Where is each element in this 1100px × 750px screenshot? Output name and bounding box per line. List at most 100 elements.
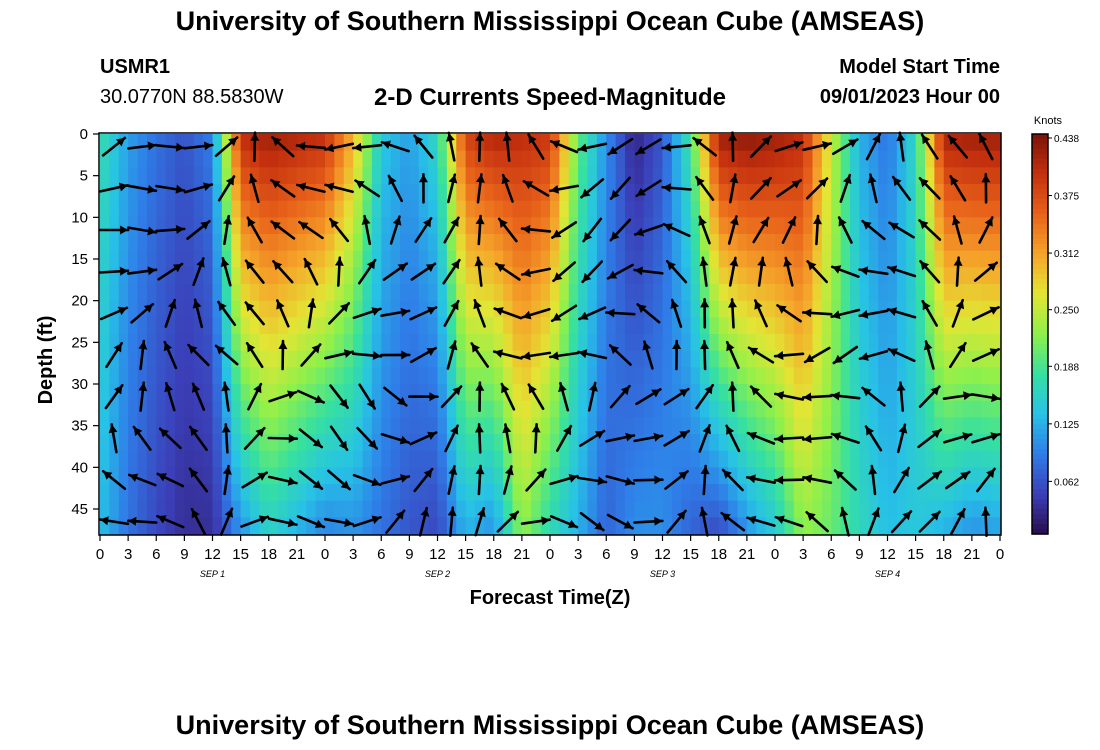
heatmap-cell	[906, 284, 917, 302]
heatmap-cell	[540, 517, 551, 535]
heatmap-cell	[512, 500, 523, 518]
heatmap-cell	[343, 284, 354, 302]
heatmap-cell	[287, 467, 298, 485]
heatmap-cell	[203, 500, 214, 518]
heatmap-cell	[203, 434, 214, 452]
current-arrow	[886, 307, 917, 319]
heatmap-cell	[465, 400, 476, 418]
heatmap-cell	[803, 267, 814, 285]
heatmap-cell	[334, 417, 345, 435]
heatmap-cell	[296, 500, 307, 518]
current-arrow	[446, 131, 456, 162]
heatmap-cell	[606, 217, 617, 235]
heatmap-cell	[212, 284, 223, 302]
heatmap-cell	[540, 384, 551, 402]
heatmap-cell	[259, 250, 270, 268]
heatmap-cell	[493, 167, 504, 185]
heatmap-cell	[165, 450, 176, 468]
heatmap-cell	[193, 284, 204, 302]
heatmap-cell	[325, 484, 335, 502]
heatmap-cell	[737, 250, 748, 268]
colorbar-segment	[1032, 329, 1048, 335]
heatmap-cell	[643, 200, 654, 218]
heatmap-cell	[653, 434, 664, 452]
heatmap-cell	[896, 350, 907, 368]
heatmap-cell	[934, 200, 945, 218]
heatmap-cell	[240, 500, 251, 518]
heatmap-cell	[390, 317, 401, 335]
heatmap-cell	[484, 450, 495, 468]
heatmap-cell	[887, 334, 898, 352]
heatmap-cell	[896, 234, 907, 252]
current-arrow	[858, 350, 889, 361]
heatmap-cell	[100, 184, 110, 202]
heatmap-cell	[231, 217, 242, 235]
heatmap-cell	[953, 467, 964, 485]
heatmap-cell	[268, 184, 279, 202]
current-arrow	[354, 179, 381, 198]
heatmap-cell	[756, 217, 767, 235]
heatmap-cell	[540, 134, 551, 152]
heatmap-cell	[578, 167, 589, 185]
heatmap-cell	[456, 234, 467, 252]
heatmap-cell	[353, 217, 364, 235]
heatmap-cell	[306, 167, 317, 185]
current-arrow	[531, 422, 541, 454]
current-arrow	[475, 214, 485, 246]
heatmap-cell	[493, 350, 504, 368]
heatmap-cell	[568, 367, 579, 385]
heatmap-cell	[887, 417, 898, 435]
heatmap-cell	[568, 234, 579, 252]
heatmap-cell	[315, 450, 326, 468]
heatmap-cell	[193, 450, 204, 468]
heatmap-cell	[615, 384, 626, 402]
heatmap-cell	[850, 450, 860, 468]
heatmap-cell	[756, 384, 767, 402]
colorbar-segment	[1032, 424, 1048, 430]
heatmap-cell	[503, 334, 514, 352]
heatmap-cell	[784, 334, 795, 352]
heatmap-cell	[840, 300, 851, 318]
heatmap-cell	[915, 167, 926, 185]
heatmap-cell	[990, 150, 1001, 168]
heatmap-cell	[184, 184, 195, 202]
heatmap-cell	[981, 150, 992, 168]
heatmap-cell	[193, 267, 204, 285]
current-arrow	[833, 469, 857, 491]
heatmap-cell	[165, 184, 176, 202]
current-arrow	[191, 382, 206, 411]
current-arrow	[609, 176, 631, 201]
colorbar-segment	[1032, 204, 1048, 210]
heatmap-cell	[568, 350, 579, 368]
heatmap-cell	[240, 217, 251, 235]
heatmap-cell	[212, 234, 223, 252]
heatmap-cell	[193, 250, 204, 268]
heatmap-cell	[653, 284, 664, 302]
heatmap-cell	[718, 217, 729, 235]
current-arrow	[802, 474, 833, 485]
heatmap-cell	[334, 467, 345, 485]
heatmap-cell	[915, 134, 926, 152]
heatmap-cell	[512, 384, 523, 402]
heatmap-cell	[231, 200, 242, 218]
heatmap-cell	[212, 517, 223, 535]
heatmap-cell	[437, 467, 448, 485]
heatmap-cell	[671, 184, 682, 202]
colorbar-segment	[1032, 449, 1048, 455]
colorbar-segment	[1032, 394, 1048, 400]
heatmap-cell	[550, 384, 560, 402]
current-arrow	[605, 432, 636, 443]
heatmap-cell	[493, 434, 504, 452]
y-tick-label: 5	[80, 168, 88, 185]
current-arrow	[222, 464, 232, 496]
current-arrow	[944, 470, 971, 490]
heatmap-cell	[165, 434, 176, 452]
current-arrow	[633, 475, 664, 485]
heatmap-cell	[212, 317, 223, 335]
heatmap-cell	[690, 300, 701, 318]
heatmap-cell	[287, 234, 298, 252]
heatmap-cell	[353, 267, 364, 285]
heatmap-cell	[793, 284, 804, 302]
heatmap-cell	[700, 150, 710, 168]
heatmap-cell	[859, 167, 870, 185]
